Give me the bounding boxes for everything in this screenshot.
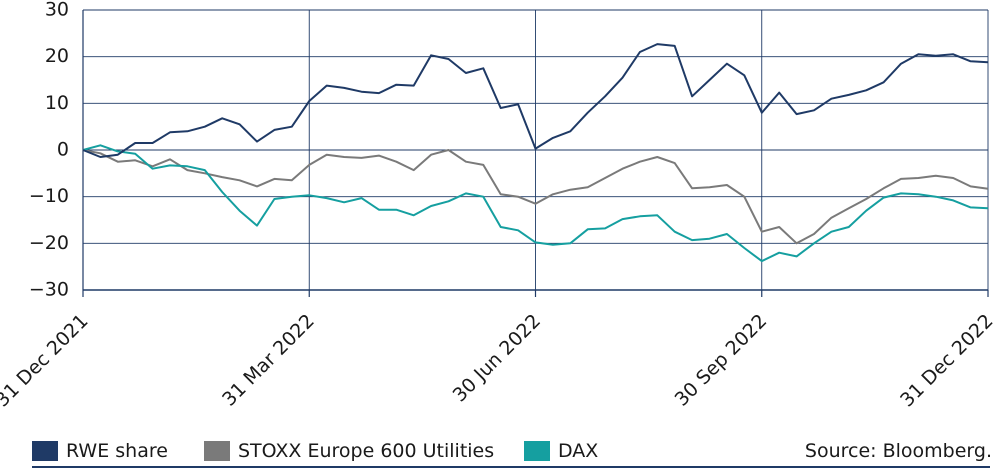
legend-label-rwe: RWE share bbox=[66, 440, 168, 462]
x-tick-label: 31 Mar 2022 bbox=[218, 310, 319, 411]
x-tick-label: 30 Sep 2022 bbox=[671, 310, 772, 411]
y-tick-label: −20 bbox=[29, 232, 69, 254]
series-line-stoxx bbox=[82, 149, 989, 245]
legend-swatch-rwe bbox=[32, 441, 58, 461]
y-tick-label: 30 bbox=[45, 0, 69, 21]
source-note: Source: Bloomberg. bbox=[804, 440, 992, 462]
legend-swatch-stoxx bbox=[204, 441, 230, 461]
y-tick-label: 0 bbox=[57, 139, 69, 161]
legend-label-stoxx: STOXX Europe 600 Utilities bbox=[238, 440, 495, 462]
legend-item-dax: DAX bbox=[524, 440, 598, 462]
y-tick-label: −30 bbox=[29, 279, 69, 301]
x-tick-label: 30 Jun 2022 bbox=[449, 310, 545, 406]
legend: RWE share STOXX Europe 600 Utilities DAX… bbox=[32, 438, 992, 470]
legend-divider bbox=[32, 466, 990, 468]
y-tick-labels: 30 20 10 0 −10 −20 −30 bbox=[29, 0, 69, 301]
y-tick-label: 20 bbox=[45, 45, 69, 67]
legend-item-rwe: RWE share bbox=[32, 440, 168, 462]
series-lines bbox=[82, 43, 989, 263]
legend-item-stoxx: STOXX Europe 600 Utilities bbox=[204, 440, 494, 462]
x-tick-label: 31 Dec 2021 bbox=[0, 310, 93, 411]
y-tick-label: 10 bbox=[45, 92, 69, 114]
x-tick-labels: 31 Dec 2021 31 Mar 2022 30 Jun 2022 30 Sep … bbox=[0, 310, 998, 411]
y-tick-label: −10 bbox=[29, 185, 69, 207]
legend-label-dax: DAX bbox=[558, 440, 599, 462]
grid bbox=[82, 9, 989, 291]
series-line-dax bbox=[82, 144, 989, 263]
series-line-rwe bbox=[82, 43, 989, 158]
x-tick-label: 31 Dec 2022 bbox=[896, 310, 997, 411]
legend-swatch-dax bbox=[524, 441, 550, 461]
